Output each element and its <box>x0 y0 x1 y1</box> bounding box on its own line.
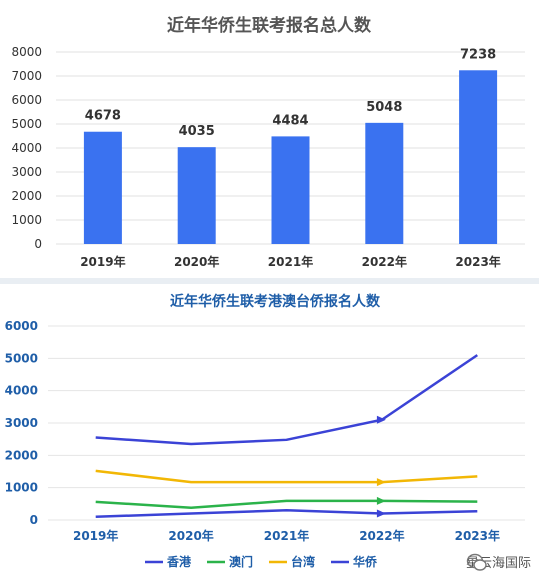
data-label: 4678 <box>85 109 121 124</box>
chart-title: 近年华侨生联考报名总人数 <box>167 15 372 36</box>
y-tick-label: 4000 <box>5 384 38 398</box>
x-tick-label: 2020年 <box>174 254 219 269</box>
y-tick-label: 0 <box>30 513 38 527</box>
x-tick-label: 2021年 <box>264 528 309 543</box>
chart-title: 近年华侨生联考港澳台侨报名人数 <box>170 293 381 310</box>
y-tick-label: 4000 <box>11 141 42 155</box>
bar <box>177 147 216 244</box>
bar <box>459 70 498 245</box>
bar <box>83 131 122 244</box>
wechat-icon <box>466 553 487 571</box>
watermark: 星云海国际 <box>466 552 531 571</box>
x-tick-label: 2019年 <box>73 528 118 543</box>
y-tick-label: 3000 <box>5 416 38 430</box>
x-tick-label: 2023年 <box>455 254 500 269</box>
y-tick-label: 0 <box>34 237 42 251</box>
legend-label: 台湾 <box>291 554 315 569</box>
y-tick-label: 3000 <box>11 165 42 179</box>
bar-chart-panel: 近年华侨生联考报名总人数 0 1000 2000 3000 4000 5000 6000 700… <box>0 0 539 278</box>
data-label: 5048 <box>366 100 402 115</box>
x-tick-label: 2019年 <box>80 254 125 269</box>
y-tick-label: 2000 <box>11 189 42 203</box>
x-tick-label: 2022年 <box>359 528 404 543</box>
y-tick-label: 1000 <box>5 481 38 495</box>
x-tick-label: 2022年 <box>362 254 407 269</box>
y-tick-label: 6000 <box>5 319 38 333</box>
chart-divider <box>0 278 539 284</box>
legend-label: 澳门 <box>229 554 253 569</box>
series-line <box>95 509 478 519</box>
legend-label: 香港 <box>166 554 192 569</box>
data-point <box>376 496 386 505</box>
line-chart-panel: 近年华侨生联考港澳台侨报名人数 0 1000 2000 3000 4000 5000 6000… <box>0 284 539 581</box>
y-tick-label: 6000 <box>11 93 42 107</box>
x-tick-label: 2023年 <box>455 528 500 543</box>
y-tick-label: 5000 <box>11 117 42 131</box>
data-label: 7238 <box>460 47 496 62</box>
data-point <box>376 509 386 518</box>
bar-chart: 近年华侨生联考报名总人数 0 1000 2000 3000 4000 5000 6000 700… <box>11 15 525 269</box>
series-line <box>95 354 479 446</box>
series-line <box>95 469 478 484</box>
y-tick-label: 7000 <box>11 69 42 83</box>
bar <box>365 122 404 244</box>
y-tick-label: 1000 <box>11 213 42 227</box>
data-label: 4035 <box>179 124 215 139</box>
y-tick-label: 8000 <box>11 45 42 59</box>
x-tick-label: 2021年 <box>268 254 313 269</box>
data-point <box>376 478 386 487</box>
y-tick-label: 5000 <box>5 351 38 365</box>
data-label: 4484 <box>272 113 308 128</box>
y-tick-label: 2000 <box>5 448 38 462</box>
data-point <box>376 415 386 424</box>
x-tick-label: 2020年 <box>168 528 213 543</box>
series-line <box>95 499 478 509</box>
bar <box>271 136 310 244</box>
line-chart: 近年华侨生联考港澳台侨报名人数 0 1000 2000 3000 4000 5000 6000… <box>5 293 525 569</box>
legend-label: 华侨 <box>353 554 378 569</box>
